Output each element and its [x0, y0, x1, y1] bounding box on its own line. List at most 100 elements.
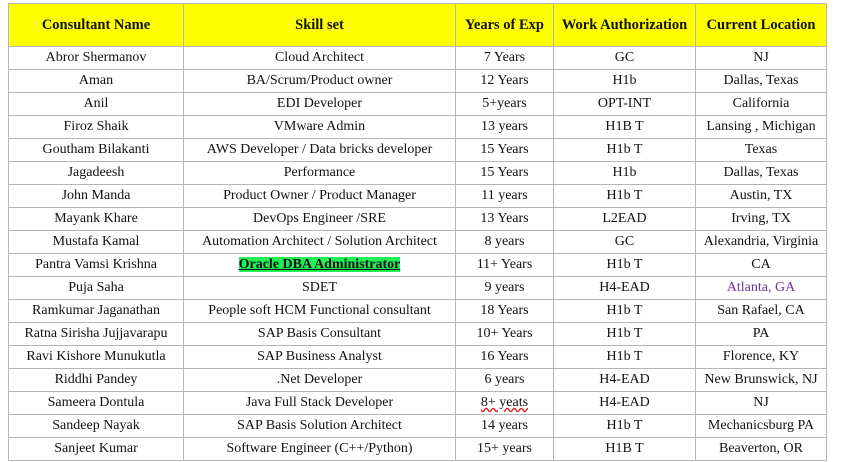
- table-cell: VMware Admin: [183, 115, 456, 139]
- cell-text: Goutham Bilakanti: [42, 142, 150, 157]
- cell-text: 16 Years: [480, 349, 529, 364]
- cell-text: Software Engineer (C++/Python): [226, 441, 413, 456]
- cell-text: GC: [614, 50, 635, 65]
- header-cell: Consultant Name: [8, 3, 184, 47]
- table-cell: H1b T: [553, 184, 696, 208]
- table-cell: Jagadeesh: [8, 161, 184, 185]
- table-cell: SAP Business Analyst: [183, 345, 456, 369]
- cell-text: 15 Years: [480, 142, 529, 157]
- table-cell: Goutham Bilakanti: [8, 138, 184, 162]
- cell-text: 15+ years: [477, 441, 532, 456]
- table-cell: EDI Developer: [183, 92, 456, 116]
- table-cell: L2EAD: [553, 207, 696, 231]
- table-cell: Performance: [183, 161, 456, 185]
- table-cell: Dallas, Texas: [695, 69, 827, 93]
- table-cell: 13 Years: [455, 207, 554, 231]
- cell-text: Anil: [83, 96, 109, 111]
- table-cell: DevOps Engineer /SRE: [183, 207, 456, 231]
- table-cell: H1b T: [553, 414, 696, 438]
- cell-text: Alexandria, Virginia: [703, 234, 819, 249]
- header-cell: Work Authorization: [553, 3, 696, 47]
- cell-text: 15 Years: [480, 165, 529, 180]
- cell-text: H1b T: [606, 303, 643, 318]
- cell-text: 8+ yeats: [480, 395, 529, 410]
- table-cell: 16 Years: [455, 345, 554, 369]
- cell-text: Dallas, Texas: [723, 73, 799, 88]
- cell-text: AWS Developer / Data bricks developer: [206, 142, 433, 157]
- header-row: Consultant Name Skill set Years of Exp Work…: [8, 3, 827, 47]
- cell-text: 8 years: [484, 234, 525, 249]
- table-cell: 9 years: [455, 276, 554, 300]
- cell-text: Ratna Sirisha Jujjavarapu: [24, 326, 168, 341]
- table-cell: 5+years: [455, 92, 554, 116]
- cell-text: H1b T: [606, 257, 643, 272]
- table-row: Puja Saha SDET 9 years H4-EAD Atlanta, GA: [8, 276, 827, 300]
- table-cell: Lansing , Michigan: [695, 115, 827, 139]
- table-body: Abror Shermanov Cloud Architect 7 Years GC N…: [8, 46, 827, 461]
- table-cell: Sandeep Nayak: [8, 414, 184, 438]
- table-cell: Ramkumar Jaganathan: [8, 299, 184, 323]
- cell-text: Oracle DBA Administrator: [238, 257, 401, 272]
- table-cell: SDET: [183, 276, 456, 300]
- table-cell: SAP Basis Solution Architect: [183, 414, 456, 438]
- table-row: Ravi Kishore Munukutla SAP Business Analy…: [8, 345, 827, 369]
- table-row: Sandeep Nayak SAP Basis Solution Architec…: [8, 414, 827, 438]
- cell-text: NJ: [753, 50, 769, 65]
- cell-text: Dallas, Texas: [723, 165, 799, 180]
- table-cell: Texas: [695, 138, 827, 162]
- cell-text: 11 years: [481, 188, 528, 203]
- cell-text: People soft HCM Functional consultant: [208, 303, 431, 318]
- cell-text: Automation Architect / Solution Architec…: [202, 234, 437, 249]
- table-cell: Automation Architect / Solution Architec…: [183, 230, 456, 254]
- cell-text: H1b T: [606, 349, 643, 364]
- consultant-table: Consultant Name Skill set Years of Exp Work…: [8, 3, 827, 461]
- cell-text: H1b T: [606, 418, 643, 433]
- table-cell: 15 Years: [455, 161, 554, 185]
- table-cell: H1b: [553, 161, 696, 185]
- cell-text: Puja Saha: [68, 280, 124, 295]
- table-row: Mustafa Kamal Automation Architect / Solu…: [8, 230, 827, 254]
- cell-text: CA: [751, 257, 771, 272]
- table-cell: H1b T: [553, 138, 696, 162]
- cell-text: 6 years: [484, 372, 525, 387]
- table-cell: GC: [553, 230, 696, 254]
- cell-text: .Net Developer: [276, 372, 363, 387]
- table-cell: Ravi Kishore Munukutla: [8, 345, 184, 369]
- table-cell: Sameera Dontula: [8, 391, 184, 415]
- cell-text: Mechanicsburg PA: [707, 418, 815, 433]
- cell-text: H4-EAD: [599, 280, 650, 295]
- table-cell: Mustafa Kamal: [8, 230, 184, 254]
- table-row: Mayank Khare DevOps Engineer /SRE 13 Years…: [8, 207, 827, 231]
- cell-text: Jagadeesh: [67, 165, 125, 180]
- cell-text: SAP Business Analyst: [257, 349, 382, 364]
- cell-text: 11+ Years: [476, 257, 533, 272]
- table-cell: 10+ Years: [455, 322, 554, 346]
- table-row: Abror Shermanov Cloud Architect 7 Years GC N…: [8, 46, 827, 70]
- cell-text: 5+years: [482, 96, 527, 111]
- header-cell: Skill set: [183, 3, 456, 47]
- table-cell: H1b: [553, 69, 696, 93]
- table-cell: H4-EAD: [553, 368, 696, 392]
- cell-text: Beaverton, OR: [719, 441, 803, 456]
- cell-text: 18 Years: [480, 303, 529, 318]
- table-cell: Florence, KY: [695, 345, 827, 369]
- table-cell: OPT-INT: [553, 92, 696, 116]
- table-row: Goutham Bilakanti AWS Developer / Data br…: [8, 138, 827, 162]
- table-cell: H1b T: [553, 253, 696, 277]
- table-cell: Mechanicsburg PA: [695, 414, 827, 438]
- cell-text: 7 Years: [483, 50, 526, 65]
- cell-text: Firoz Shaik: [63, 119, 129, 134]
- cell-text: GC: [614, 234, 635, 249]
- table-cell: Irving, TX: [695, 207, 827, 231]
- table-cell: Riddhi Pandey: [8, 368, 184, 392]
- cell-text: 9 years: [484, 280, 525, 295]
- cell-text: Lansing , Michigan: [706, 119, 816, 134]
- table-cell: Beaverton, OR: [695, 437, 827, 461]
- table-row: Jagadeesh Performance 15 Years H1b Dallas, T…: [8, 161, 827, 185]
- cell-text: Florence, KY: [722, 349, 800, 364]
- cell-text: John Manda: [61, 188, 131, 203]
- table-cell: NJ: [695, 391, 827, 415]
- table-row: Ramkumar Jaganathan People soft HCM Funct…: [8, 299, 827, 323]
- cell-text: Atlanta, GA: [726, 280, 796, 295]
